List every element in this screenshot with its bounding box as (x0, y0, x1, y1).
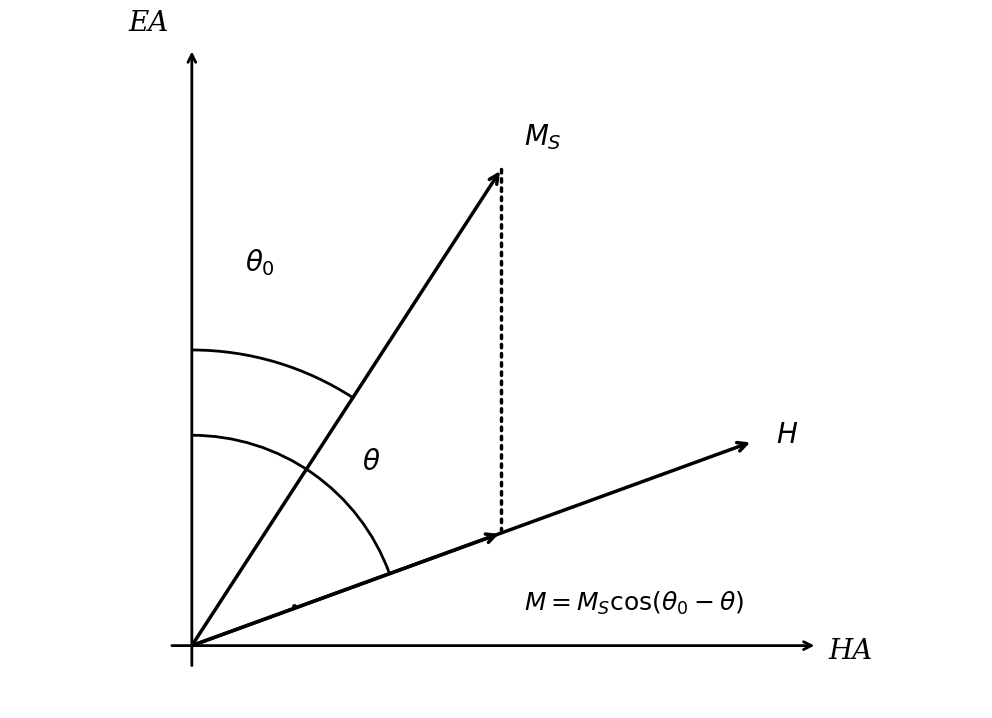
Text: $\theta_0$: $\theta_0$ (245, 248, 275, 279)
Text: $M_S$: $M_S$ (524, 122, 561, 151)
Text: $\theta$: $\theta$ (362, 449, 380, 476)
Text: HA: HA (828, 638, 873, 665)
Text: EA: EA (129, 10, 169, 37)
Text: $H$: $H$ (776, 422, 798, 449)
Text: $M=M_S\cos(\theta_0-\theta)$: $M=M_S\cos(\theta_0-\theta)$ (524, 589, 744, 617)
